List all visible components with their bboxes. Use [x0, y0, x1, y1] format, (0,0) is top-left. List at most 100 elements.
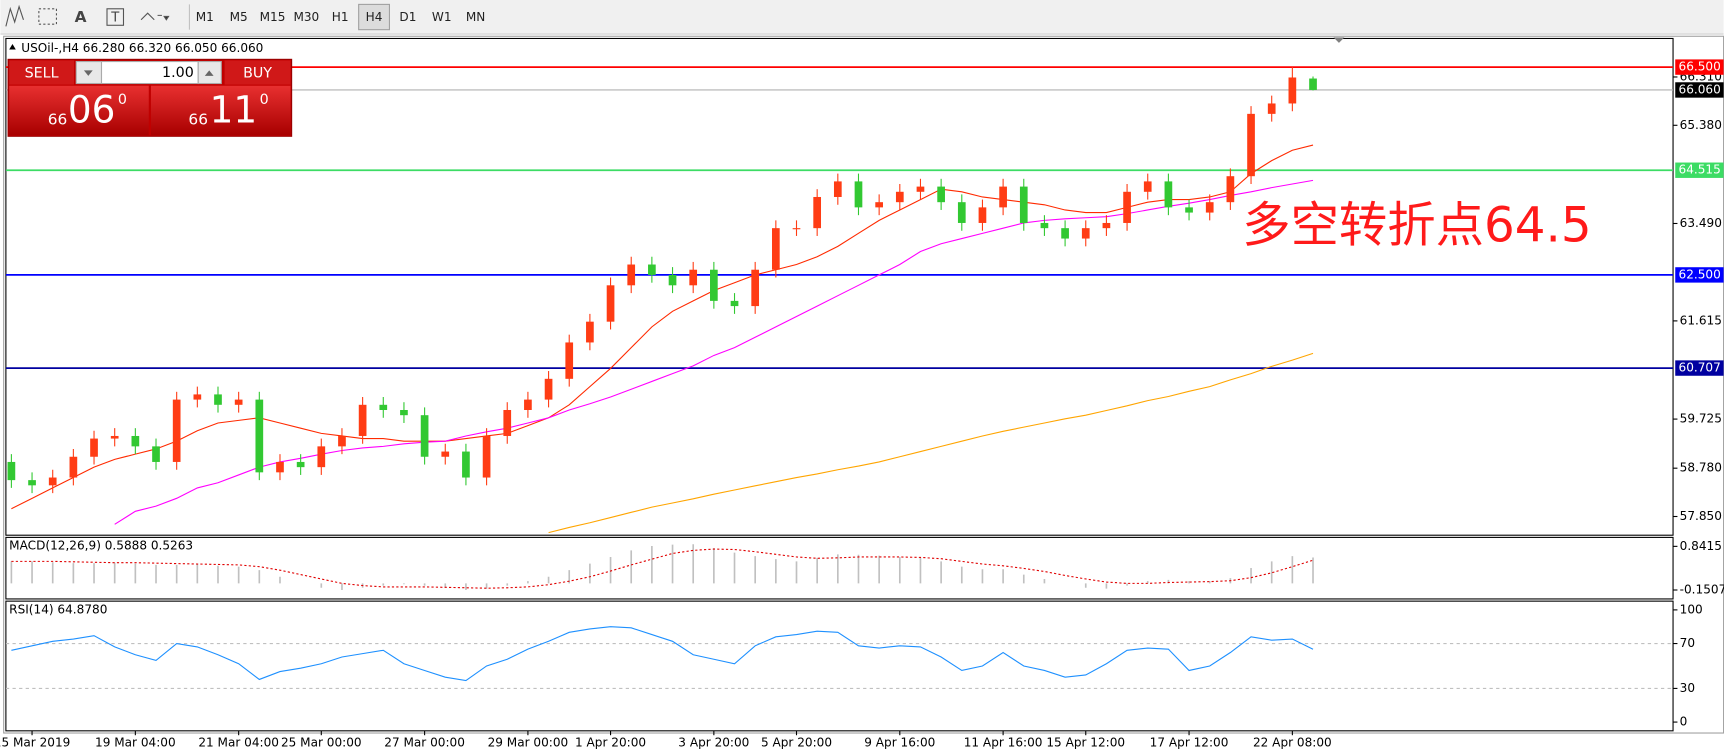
candle-body	[544, 378, 553, 400]
signal-line	[11, 548, 1314, 589]
bid-prefix: 66	[48, 110, 68, 128]
x-tick-label: 3 Apr 20:00	[678, 735, 749, 749]
x-tick-label: 9 Apr 16:00	[864, 735, 935, 749]
candle-body	[1205, 202, 1214, 213]
x-tick-label: 11 Apr 16:00	[964, 735, 1043, 749]
candle-body	[276, 461, 284, 473]
panel-title: USOil-,H4 66.280 66.320 66.050 66.060	[21, 41, 263, 55]
timeframe-button[interactable]: H4	[366, 10, 383, 24]
candle-body	[131, 435, 140, 447]
grid-icon[interactable]	[38, 8, 57, 25]
y-tick-label: 70	[1680, 636, 1695, 650]
level-label-box	[1675, 162, 1724, 178]
candle-body	[524, 399, 532, 410]
annotation: 多空转折点64.5	[1242, 198, 1591, 254]
ask-prefix: 66	[188, 110, 208, 128]
timeframe-button[interactable]: M15	[260, 10, 286, 24]
timeframe-button[interactable]: MN	[466, 10, 485, 24]
rsi-plot	[5, 626, 1674, 689]
candle-body	[586, 321, 594, 343]
candle-body	[854, 181, 863, 208]
lot-value[interactable]: 1.00	[162, 65, 194, 81]
chart-icon[interactable]	[5, 4, 24, 27]
lot-up-arrow	[204, 70, 214, 76]
candle-body	[937, 186, 945, 203]
x-tick-label: 5 Apr 20:00	[761, 735, 832, 749]
level-label-box	[1675, 360, 1724, 376]
buy-button[interactable]	[224, 60, 291, 85]
bid-label-box	[1675, 82, 1724, 98]
level-label: 60.707	[1679, 361, 1721, 375]
collapse-icon[interactable]	[9, 43, 16, 50]
candle-body	[730, 300, 739, 307]
timeframe-button[interactable]: H1	[332, 10, 349, 24]
y-tick-label: 0	[1680, 715, 1688, 729]
y-tick-label: 57.850	[1680, 509, 1722, 523]
ask-box[interactable]	[150, 85, 291, 136]
y-tick-label: 0.8415	[1680, 539, 1722, 553]
candle-body	[895, 191, 904, 203]
sell-label[interactable]: SELL	[25, 66, 59, 82]
candle-body	[792, 228, 801, 230]
toolbar	[0, 0, 1724, 35]
candle-body	[379, 404, 388, 410]
panel-title: MACD(12,26,9) 0.5888 0.5263	[9, 539, 193, 553]
panel-title: RSI(14) 64.8780	[9, 602, 107, 616]
candle-body	[875, 202, 883, 208]
timeframe-button[interactable]: M5	[230, 10, 248, 24]
candle-body	[833, 181, 842, 197]
x-tick-label: 15 Mar 2019	[0, 735, 70, 749]
candle-body	[606, 285, 615, 322]
candle-body	[1288, 77, 1297, 104]
x-tick-label: 25 Mar 00:00	[281, 735, 362, 749]
sell-button[interactable]	[9, 60, 75, 85]
buy-label[interactable]: BUY	[243, 66, 272, 82]
candle-body	[400, 409, 408, 416]
candle-body	[441, 451, 450, 457]
candle-body	[1247, 113, 1255, 177]
dropdown-icon[interactable]	[163, 15, 170, 21]
text-tool[interactable]: A	[75, 8, 87, 26]
candle-body	[648, 264, 656, 275]
timeframe-button[interactable]: M1	[196, 10, 214, 24]
x-tick-label: 19 Mar 04:00	[95, 735, 176, 749]
candle-body	[152, 446, 160, 462]
label-tool[interactable]: T	[110, 11, 120, 26]
candle-body	[110, 435, 119, 439]
macd-plot	[10, 544, 1314, 590]
text-tool-frame[interactable]	[106, 8, 125, 26]
candle-body	[813, 196, 822, 229]
moving-average	[114, 179, 1314, 525]
level-label: 62.500	[1679, 267, 1721, 281]
candle-body	[1061, 228, 1069, 239]
candle-body	[771, 228, 780, 270]
ask-fraction: 0	[260, 92, 269, 108]
shift-marker	[1333, 37, 1345, 43]
timeframe-button[interactable]: D1	[399, 10, 416, 24]
rsi-line	[11, 626, 1314, 682]
candle-body	[90, 438, 98, 457]
active-timeframe[interactable]	[358, 3, 390, 31]
moving-average	[11, 144, 1314, 510]
bid-box[interactable]	[9, 85, 149, 136]
candle-body	[957, 202, 966, 223]
candle-body	[193, 394, 202, 400]
bid-label: 66.060	[1679, 82, 1721, 96]
timeframe-button[interactable]: W1	[432, 10, 452, 24]
moving-average	[548, 352, 1314, 534]
y-tick-label: 63.490	[1680, 216, 1722, 230]
y-tick-label: 58.780	[1680, 461, 1722, 475]
arrow-tool-icon[interactable]	[140, 12, 162, 21]
chart-window	[3, 35, 1724, 734]
candle-body	[255, 399, 264, 473]
candle-body	[172, 399, 181, 462]
one-click-trading: SELL 1.00 BUY 66 06 0 66 11 0	[7, 58, 293, 137]
level-label: 64.515	[1679, 163, 1721, 177]
timeframe-button[interactable]: M30	[293, 10, 319, 24]
candle-body	[462, 451, 470, 478]
candle-body	[358, 404, 367, 436]
candle-body	[214, 394, 222, 405]
bid-fraction: 0	[118, 92, 127, 108]
level-label-box	[1675, 267, 1724, 283]
